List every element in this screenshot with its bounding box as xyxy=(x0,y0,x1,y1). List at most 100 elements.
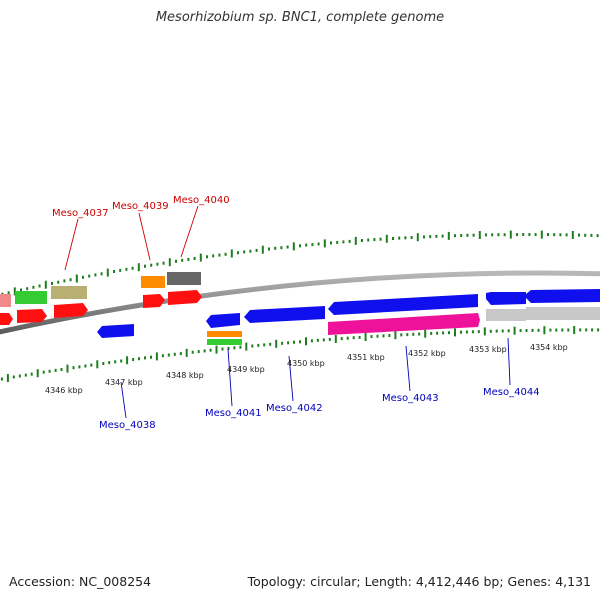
minor-tick xyxy=(565,233,568,237)
minor-tick xyxy=(528,233,531,236)
minor-tick xyxy=(60,368,63,371)
minor-tick xyxy=(597,328,600,332)
minor-tick xyxy=(150,355,152,359)
minor-tick xyxy=(497,233,500,237)
minor-tick xyxy=(88,274,91,278)
map-title: Mesorhizobium sp. BNC1, complete genome xyxy=(155,10,445,25)
leader-line xyxy=(507,337,511,386)
minor-tick xyxy=(94,273,97,277)
minor-tick xyxy=(370,335,373,339)
minor-tick xyxy=(18,374,21,378)
minor-tick xyxy=(537,328,540,332)
major-tick xyxy=(416,233,419,242)
minor-tick xyxy=(410,236,413,239)
gene-label-meso-4043[interactable]: Meso_4043 xyxy=(382,393,439,404)
major-tick xyxy=(454,328,456,337)
gene-label-meso-4041[interactable]: Meso_4041 xyxy=(205,408,262,419)
minor-tick xyxy=(559,233,562,237)
minor-tick xyxy=(0,377,3,381)
minor-tick xyxy=(197,350,200,354)
minor-tick xyxy=(175,259,177,263)
minor-tick xyxy=(120,359,123,363)
leader-line xyxy=(138,212,151,261)
minor-tick xyxy=(150,263,153,267)
gene-feature xyxy=(207,339,242,345)
major-tick xyxy=(478,231,481,239)
inner-tick-ruler xyxy=(0,326,600,382)
minor-tick xyxy=(501,329,504,333)
leader-line xyxy=(405,345,411,392)
minor-tick xyxy=(330,241,332,245)
major-tick xyxy=(66,364,69,373)
minor-tick xyxy=(299,340,301,344)
major-tick xyxy=(261,245,264,254)
gene-feature xyxy=(15,291,47,304)
gene-arrow xyxy=(206,313,240,328)
minor-tick xyxy=(373,238,376,242)
forward-strand-row-2 xyxy=(0,272,201,307)
minor-tick xyxy=(191,350,194,354)
minor-tick xyxy=(441,234,444,238)
gene-feature xyxy=(207,331,242,337)
gene-label-meso-4038[interactable]: Meso_4038 xyxy=(99,420,156,431)
major-tick xyxy=(424,329,427,338)
gene-label-meso-4040[interactable]: Meso_4040 xyxy=(173,195,230,206)
minor-tick xyxy=(24,373,27,377)
major-tick xyxy=(354,236,357,245)
minor-tick xyxy=(400,333,403,337)
ruler-labels: 4346 kbp 4347 kbp 4348 kbp 4349 kbp 4350… xyxy=(45,343,568,395)
minor-tick xyxy=(328,337,331,341)
major-tick xyxy=(364,333,367,341)
major-tick xyxy=(509,230,512,239)
minor-tick xyxy=(82,275,84,279)
minor-tick xyxy=(406,333,409,337)
minor-tick xyxy=(555,328,558,332)
gene-arrow xyxy=(54,303,88,318)
major-tick xyxy=(323,239,326,248)
minor-tick xyxy=(268,247,270,251)
leader-line xyxy=(120,381,127,419)
minor-tick xyxy=(388,334,391,337)
gene-arrow xyxy=(486,292,526,305)
minor-tick xyxy=(590,233,593,237)
gene-feature xyxy=(167,272,201,285)
label-leader-lines xyxy=(64,205,511,419)
major-tick xyxy=(540,230,543,239)
minor-tick xyxy=(531,328,534,332)
minor-tick xyxy=(454,234,456,238)
major-tick xyxy=(245,342,248,351)
minor-tick xyxy=(257,343,260,347)
minor-tick xyxy=(503,233,506,237)
gene-label-meso-4039[interactable]: Meso_4039 xyxy=(112,201,169,212)
minor-tick xyxy=(311,243,314,247)
minor-tick xyxy=(90,363,93,367)
minor-tick xyxy=(305,243,308,247)
minor-tick xyxy=(237,251,239,255)
minor-tick xyxy=(249,249,252,253)
minor-tick xyxy=(162,261,165,265)
minor-tick xyxy=(287,341,290,345)
minor-tick xyxy=(227,346,230,350)
minor-tick xyxy=(348,239,351,243)
minor-tick xyxy=(218,253,221,257)
minor-tick xyxy=(361,239,363,242)
minor-tick xyxy=(430,331,433,335)
minor-tick xyxy=(376,334,379,338)
gene-label-meso-4042[interactable]: Meso_4042 xyxy=(266,403,323,414)
minor-tick xyxy=(48,369,51,373)
gene-arrow xyxy=(17,309,47,323)
minor-tick xyxy=(239,345,242,349)
minor-tick xyxy=(346,336,349,340)
gene-label-meso-4044[interactable]: Meso_4044 xyxy=(483,387,540,398)
minor-tick xyxy=(310,339,313,343)
minor-tick xyxy=(522,233,525,236)
minor-tick xyxy=(379,237,382,241)
minor-tick xyxy=(418,332,421,336)
minor-tick xyxy=(342,240,345,244)
major-tick xyxy=(13,287,16,296)
minor-tick xyxy=(553,233,556,237)
minor-tick xyxy=(100,272,103,276)
gene-label-meso-4037[interactable]: Meso_4037 xyxy=(52,208,109,219)
minor-tick xyxy=(113,270,115,273)
